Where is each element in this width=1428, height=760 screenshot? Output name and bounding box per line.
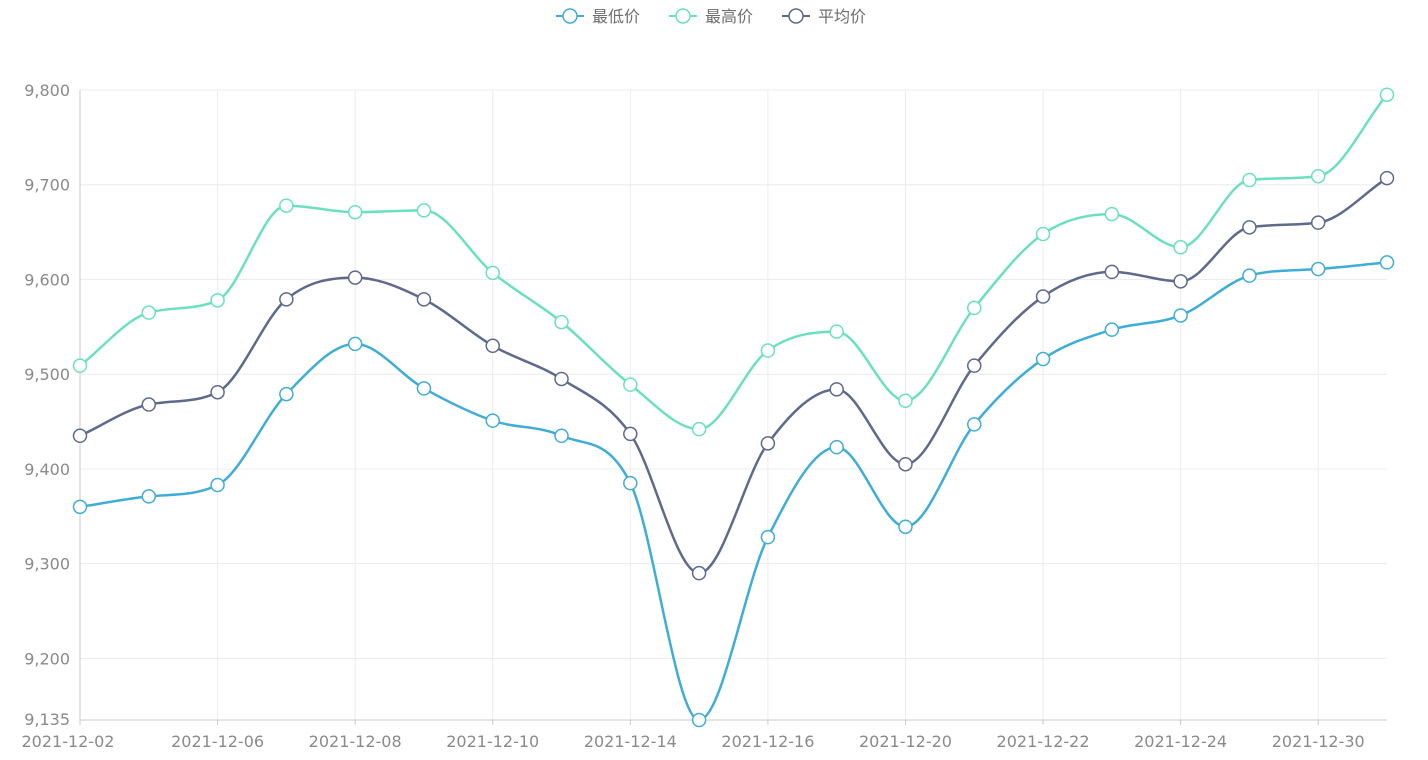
data-point[interactable]: [210, 384, 225, 400]
series-2: [72, 87, 1395, 437]
data-point[interactable]: [1173, 240, 1188, 255]
data-point[interactable]: [416, 203, 432, 218]
data-point[interactable]: [72, 358, 88, 373]
data-point[interactable]: [141, 397, 157, 412]
legend-label: 最低价: [592, 7, 640, 26]
data-point[interactable]: [1035, 226, 1051, 242]
data-point[interactable]: [623, 475, 638, 491]
series-1: [72, 255, 1395, 728]
data-point[interactable]: [691, 712, 707, 728]
data-point[interactable]: [347, 336, 363, 352]
legend-label: 平均价: [818, 7, 866, 26]
data-point[interactable]: [1379, 87, 1395, 102]
data-point[interactable]: [623, 377, 638, 392]
legend-marker-icon: [675, 8, 691, 24]
data-point[interactable]: [1242, 268, 1257, 283]
series-line: [79, 93, 1388, 431]
x-tick-label: 2021-12-20: [859, 732, 952, 751]
data-point[interactable]: [1173, 274, 1188, 289]
x-tick-label: 2021-12-16: [721, 732, 814, 751]
series-3: [72, 170, 1395, 581]
data-point[interactable]: [347, 270, 363, 285]
data-point[interactable]: [416, 292, 432, 307]
data-point[interactable]: [210, 477, 225, 493]
data-point[interactable]: [898, 393, 913, 408]
data-point[interactable]: [1104, 264, 1120, 280]
data-point[interactable]: [416, 381, 432, 396]
x-tick-label: 2021-12-30: [1272, 732, 1365, 751]
y-tick-label-min: 9,135: [24, 710, 70, 729]
data-point[interactable]: [347, 204, 363, 220]
legend[interactable]: 最低价 最高价 平均价: [556, 7, 866, 26]
data-point[interactable]: [829, 324, 844, 339]
data-point[interactable]: [210, 293, 225, 308]
y-tick-label: 9,800: [24, 81, 70, 100]
data-point[interactable]: [967, 358, 982, 373]
data-point[interactable]: [760, 343, 776, 358]
data-point[interactable]: [691, 421, 707, 437]
data-point[interactable]: [279, 198, 294, 213]
data-point[interactable]: [829, 439, 844, 455]
x-tick-label: 2021-12-22: [997, 732, 1090, 751]
data-point[interactable]: [1035, 289, 1051, 304]
series-layer: [72, 87, 1395, 728]
data-point[interactable]: [554, 314, 569, 330]
y-tick-label: 9,200: [24, 649, 70, 668]
data-point[interactable]: [829, 382, 844, 397]
data-point[interactable]: [485, 338, 500, 354]
data-point[interactable]: [760, 436, 776, 451]
y-tick-label: 9,500: [24, 365, 70, 384]
data-point[interactable]: [967, 300, 982, 316]
y-tick-label: 9,300: [24, 555, 70, 574]
y-tick-label: 9,400: [24, 460, 70, 479]
x-tick-label: 2021-12-24: [1134, 732, 1227, 751]
data-point[interactable]: [623, 426, 638, 442]
data-point[interactable]: [1035, 351, 1051, 367]
data-point[interactable]: [1379, 255, 1395, 270]
data-point[interactable]: [141, 305, 157, 320]
data-point[interactable]: [554, 371, 569, 387]
data-point[interactable]: [1242, 220, 1257, 235]
data-point[interactable]: [72, 428, 88, 444]
data-point[interactable]: [898, 456, 913, 472]
legend-item-1[interactable]: 最低价: [556, 7, 640, 26]
x-tick-label: 2021-12-02: [22, 732, 115, 751]
data-point[interactable]: [1104, 322, 1120, 337]
data-point[interactable]: [1310, 215, 1326, 230]
x-tick-label: 2021-12-08: [309, 732, 402, 751]
data-point[interactable]: [554, 428, 569, 444]
data-point[interactable]: [1310, 261, 1326, 277]
data-point[interactable]: [485, 413, 500, 428]
legend-item-2[interactable]: 最高价: [669, 7, 753, 26]
x-tick-label: 2021-12-10: [446, 732, 539, 751]
data-point[interactable]: [485, 265, 500, 281]
data-point[interactable]: [279, 386, 294, 402]
data-point[interactable]: [279, 292, 294, 307]
data-point[interactable]: [967, 417, 982, 432]
data-point[interactable]: [1379, 170, 1395, 186]
axis-layer: 9,200 9,300 9,400 9,500 9,600 9,700 9,800 9,135…: [22, 81, 1387, 751]
data-point[interactable]: [1173, 308, 1188, 323]
x-tick-label: 2021-12-14: [584, 732, 677, 751]
data-point[interactable]: [141, 489, 157, 504]
data-point[interactable]: [760, 529, 776, 545]
data-point[interactable]: [1310, 168, 1326, 184]
legend-label: 最高价: [705, 7, 753, 26]
y-tick-label: 9,700: [24, 176, 70, 195]
legend-marker-icon: [562, 8, 578, 24]
data-point[interactable]: [691, 565, 707, 581]
series-line: [79, 177, 1388, 575]
data-point[interactable]: [898, 519, 913, 534]
series-line: [79, 261, 1388, 722]
y-tick-label: 9,600: [24, 270, 70, 289]
legend-item-3[interactable]: 平均价: [782, 7, 866, 26]
data-point[interactable]: [1104, 206, 1120, 222]
x-tick-label: 2021-12-06: [171, 732, 264, 751]
data-point[interactable]: [1242, 172, 1257, 188]
data-point[interactable]: [72, 499, 88, 515]
legend-marker-icon: [788, 8, 804, 24]
